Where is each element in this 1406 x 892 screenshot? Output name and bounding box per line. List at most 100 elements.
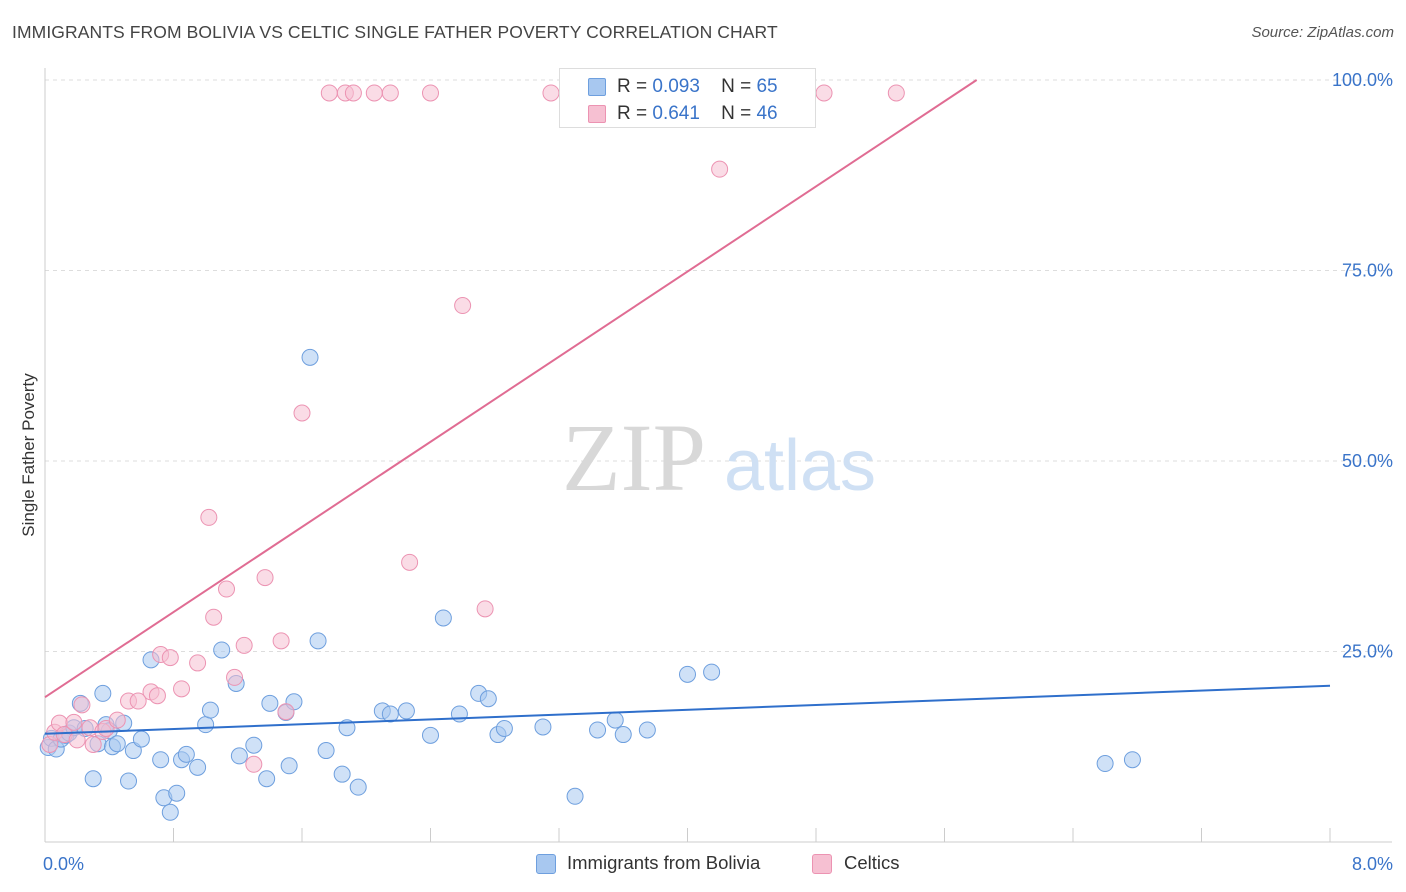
- point-celtics: [148, 687, 166, 705]
- source-label: Source: ZipAtlas.com: [1251, 24, 1394, 41]
- point-celtics: [542, 84, 560, 102]
- point-bolivia: [495, 719, 513, 737]
- point-bolivia: [280, 757, 298, 775]
- correlation-legend: R = 0.093 N = 65 R = 0.641 N = 46: [559, 68, 816, 128]
- point-bolivia: [132, 730, 150, 748]
- bottom-legend-label-celtics: Celtics: [844, 852, 900, 873]
- legend-r-label: R =: [617, 76, 648, 97]
- point-bolivia: [606, 711, 624, 729]
- point-bolivia: [213, 641, 231, 659]
- point-celtics: [422, 84, 439, 102]
- point-celtics: [454, 297, 472, 315]
- legend-text-celtics: R = 0.641 N = 46: [617, 103, 778, 125]
- watermark-zip: ZIP: [562, 404, 706, 511]
- point-bolivia: [381, 705, 399, 723]
- point-bolivia: [434, 609, 452, 627]
- point-celtics: [218, 580, 236, 598]
- point-bolivia: [317, 742, 335, 760]
- point-bolivia: [397, 702, 415, 720]
- point-bolivia: [177, 745, 195, 763]
- legend-r-label: R =: [617, 103, 648, 124]
- point-celtics: [189, 654, 207, 672]
- point-bolivia: [201, 701, 219, 719]
- legend-text-bolivia: R = 0.093 N = 65: [617, 76, 778, 98]
- data-points: [39, 84, 1141, 821]
- bottom-legend-swatch-celtics: [812, 854, 832, 874]
- point-bolivia: [161, 803, 179, 821]
- axes: [44, 68, 1392, 843]
- chart-title: IMMIGRANTS FROM BOLIVIA VS CELTIC SINGLE…: [12, 22, 778, 42]
- point-bolivia: [245, 736, 263, 754]
- point-bolivia: [230, 747, 248, 765]
- bottom-legend-swatch-bolivia: [536, 854, 556, 874]
- point-celtics: [256, 569, 274, 587]
- point-celtics: [401, 553, 419, 571]
- point-bolivia: [1096, 755, 1114, 773]
- point-bolivia: [301, 348, 319, 366]
- point-bolivia: [309, 632, 327, 650]
- legend-n-value: 65: [756, 76, 778, 97]
- point-bolivia: [589, 721, 607, 739]
- point-celtics: [365, 84, 383, 102]
- point-celtics: [235, 636, 253, 654]
- legend-n-label: N =: [721, 103, 752, 124]
- trend-line-celtics: [44, 79, 978, 699]
- y-tick-label: 25.0%: [1342, 642, 1393, 662]
- point-celtics: [476, 600, 494, 618]
- point-celtics: [73, 696, 91, 714]
- point-bolivia: [1123, 751, 1141, 769]
- point-celtics: [84, 735, 102, 753]
- legend-row-bolivia: R = 0.093 N = 65: [560, 73, 815, 101]
- point-bolivia: [168, 784, 186, 802]
- x-tick-label: 0.0%: [43, 854, 84, 874]
- watermark: ZIP atlas: [562, 404, 876, 511]
- legend-n-label: N =: [721, 76, 752, 97]
- legend-swatch-blue: [588, 78, 606, 96]
- point-celtics: [344, 84, 362, 102]
- point-bolivia: [703, 663, 721, 681]
- point-bolivia: [152, 751, 170, 769]
- point-bolivia: [120, 772, 138, 790]
- point-bolivia: [679, 665, 696, 683]
- legend-row-celtics: R = 0.641 N = 46: [560, 100, 815, 128]
- point-bolivia: [614, 726, 632, 744]
- point-celtics: [226, 668, 244, 686]
- point-celtics: [205, 608, 223, 626]
- trend-line-bolivia: [44, 684, 1331, 735]
- point-celtics: [293, 404, 311, 422]
- point-bolivia: [94, 684, 112, 702]
- y-tick-label: 100.0%: [1332, 70, 1393, 90]
- x-tick-label: 8.0%: [1352, 854, 1393, 874]
- point-celtics: [68, 731, 86, 749]
- point-bolivia: [84, 770, 102, 788]
- watermark-atlas: atlas: [724, 426, 876, 506]
- point-celtics: [161, 649, 179, 667]
- point-celtics: [272, 632, 290, 650]
- legend-n-value: 46: [756, 103, 778, 124]
- point-celtics: [320, 84, 338, 102]
- point-bolivia: [338, 719, 356, 737]
- point-bolivia: [638, 721, 656, 739]
- point-celtics: [381, 84, 399, 102]
- point-bolivia: [197, 716, 215, 734]
- grid-lines: [45, 79, 1392, 652]
- point-celtics: [711, 160, 729, 178]
- point-bolivia: [108, 735, 126, 753]
- point-celtics: [887, 84, 905, 102]
- point-celtics: [65, 713, 83, 731]
- point-bolivia: [534, 718, 552, 736]
- point-celtics: [108, 711, 126, 729]
- legend-swatch-pink: [588, 105, 606, 123]
- bottom-legend-label-bolivia: Immigrants from Bolivia: [567, 852, 761, 873]
- legend-r-value: 0.641: [652, 103, 700, 124]
- point-celtics: [173, 680, 191, 698]
- point-bolivia: [333, 765, 351, 783]
- point-bolivia: [261, 694, 279, 712]
- legend-r-value: 0.093: [652, 76, 700, 97]
- point-celtics: [200, 508, 218, 526]
- y-axis-label: Single Father Poverty: [19, 373, 38, 537]
- point-bolivia: [566, 787, 584, 805]
- y-tick-label: 50.0%: [1342, 451, 1393, 471]
- tick-labels: 25.0% 50.0% 75.0% 100.0% 0.0% 8.0%: [43, 70, 1393, 874]
